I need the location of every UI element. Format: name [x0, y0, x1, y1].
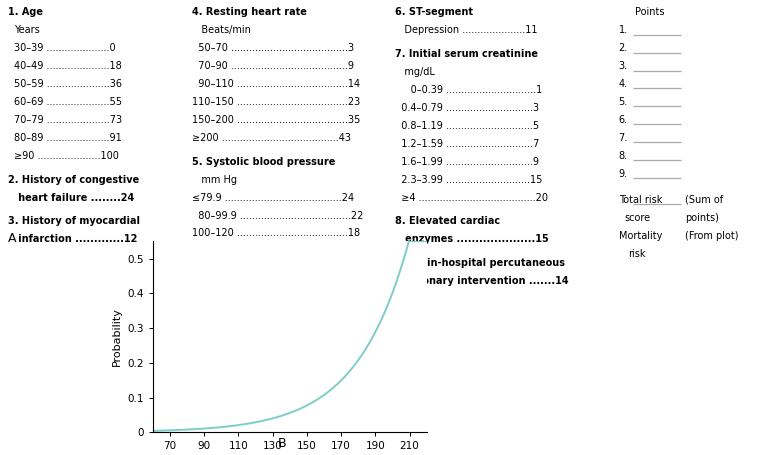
Text: 150–200 .....................................35: 150–200 ................................… [192, 115, 360, 125]
Text: Mortality: Mortality [619, 231, 662, 241]
Text: 0–0.39 ..............................1: 0–0.39 ..............................1 [395, 85, 543, 95]
Text: 50–70 .......................................3: 50–70 ..................................… [192, 43, 354, 53]
Text: 5.: 5. [619, 97, 628, 107]
Text: 8. Elevated cardiac: 8. Elevated cardiac [395, 216, 500, 226]
Text: 7. Initial serum creatinine: 7. Initial serum creatinine [395, 49, 539, 59]
Text: 2.: 2. [619, 43, 628, 53]
Text: coronary intervention .......14: coronary intervention .......14 [395, 276, 569, 286]
Text: 1.6–1.99 .............................9: 1.6–1.99 .............................9 [395, 157, 539, 167]
Text: 0.4–0.79 .............................3: 0.4–0.79 .............................3 [395, 103, 539, 113]
Text: 6. ST-segment: 6. ST-segment [395, 7, 474, 17]
Text: 2.3–3.99 ............................15: 2.3–3.99 ............................15 [395, 175, 543, 185]
Y-axis label: Probability: Probability [112, 307, 121, 366]
Text: 9. No in-hospital percutaneous: 9. No in-hospital percutaneous [395, 258, 565, 268]
Text: risk: risk [628, 249, 645, 259]
Text: 50–59 .....................36: 50–59 .....................36 [14, 79, 122, 89]
Text: B: B [277, 437, 287, 450]
Text: 80–99.9 .....................................22: 80–99.9 ................................… [192, 211, 363, 221]
Text: mm Hg: mm Hg [192, 175, 236, 185]
Text: 110–150 .....................................23: 110–150 ................................… [192, 97, 360, 107]
Text: ≥4 .......................................20: ≥4 .....................................… [395, 192, 548, 202]
Text: 3.: 3. [619, 61, 628, 71]
Text: 160–200 ......................................4: 160–200 ................................… [192, 283, 357, 293]
Text: 70–90 .......................................9: 70–90 ..................................… [192, 61, 354, 71]
Text: 4.: 4. [619, 79, 628, 89]
Text: 60–69 .....................55: 60–69 .....................55 [14, 97, 122, 107]
Text: 7.: 7. [619, 133, 628, 143]
Text: 100–120 .....................................18: 100–120 ................................… [192, 228, 360, 238]
Text: 4. Resting heart rate: 4. Resting heart rate [192, 7, 307, 17]
Text: 90–110 .....................................14: 90–110 .................................… [192, 79, 360, 89]
Text: 40–49 .....................18: 40–49 .....................18 [14, 61, 122, 71]
Text: (Sum of: (Sum of [685, 195, 723, 205]
Text: 70–79 .....................73: 70–79 .....................73 [14, 115, 122, 125]
Text: infarction .............12: infarction .............12 [8, 234, 137, 244]
Text: heart failure ........24: heart failure ........24 [8, 192, 134, 202]
Text: 5. Systolic blood pressure: 5. Systolic blood pressure [192, 157, 335, 167]
Text: Depression .....................11: Depression .....................11 [395, 25, 538, 35]
Text: score: score [625, 213, 651, 223]
Text: ≥90 .....................100: ≥90 .....................100 [14, 151, 119, 161]
Text: 1.: 1. [619, 25, 628, 35]
Text: A: A [8, 232, 16, 245]
Text: ≤79.9 .......................................24: ≤79.9 ..................................… [192, 192, 354, 202]
Text: 1.2–1.59 .............................7: 1.2–1.59 .............................7 [395, 139, 539, 149]
Text: 3. History of myocardial: 3. History of myocardial [8, 216, 140, 226]
Text: 2. History of congestive: 2. History of congestive [8, 175, 139, 185]
Text: ≥200 .......................................0: ≥200 ...................................… [192, 300, 345, 310]
Text: 80–89 .....................91: 80–89 .....................91 [14, 133, 122, 143]
Text: 0.8–1.19 .............................5: 0.8–1.19 .............................5 [395, 121, 539, 131]
Text: points): points) [685, 213, 719, 223]
Text: Years: Years [14, 25, 40, 35]
Text: (From plot): (From plot) [685, 231, 738, 241]
Text: 8.: 8. [619, 151, 628, 161]
Text: 120–140 .....................................14: 120–140 ................................… [192, 247, 360, 257]
Text: 6.: 6. [619, 115, 628, 125]
Text: 140–160 .....................................10: 140–160 ................................… [192, 264, 360, 274]
Text: 1. Age: 1. Age [8, 7, 43, 17]
Text: Beats/min: Beats/min [192, 25, 251, 35]
Text: Total risk: Total risk [619, 195, 662, 205]
Text: Points: Points [635, 7, 665, 17]
Text: mg/dL: mg/dL [395, 67, 435, 76]
Text: enzymes .....................15: enzymes .....................15 [395, 234, 549, 244]
Text: 30–39 .....................0: 30–39 .....................0 [14, 43, 116, 53]
Text: ≥200 .......................................43: ≥200 ...................................… [192, 133, 351, 143]
Text: 9.: 9. [619, 169, 628, 179]
